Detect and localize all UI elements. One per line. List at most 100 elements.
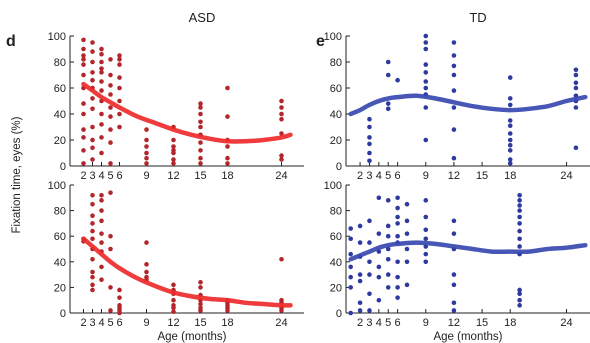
data-point <box>357 300 363 306</box>
x-axis-label-left: Age (months) <box>157 331 226 343</box>
data-point <box>573 67 579 73</box>
data-point <box>198 301 203 307</box>
data-point <box>99 79 104 84</box>
data-point <box>225 161 230 166</box>
data-point <box>90 221 95 226</box>
data-point <box>385 285 391 290</box>
data-point <box>573 105 579 110</box>
data-point <box>90 236 95 242</box>
x-tick-label: 6 <box>395 170 401 182</box>
data-point <box>198 140 203 145</box>
x-tick-label: 2 <box>80 317 86 329</box>
data-point <box>81 148 86 153</box>
data-point <box>367 141 372 147</box>
data-point <box>81 101 86 106</box>
data-point <box>108 246 113 252</box>
data-point <box>81 46 86 52</box>
x-tick-label: 24 <box>275 170 287 182</box>
data-point <box>99 231 104 236</box>
fit-curve <box>348 240 588 262</box>
y-tick-label: 40 <box>330 257 342 269</box>
y-tick-label: 0 <box>336 308 342 320</box>
data-point <box>451 218 457 224</box>
y-tick-label: 80 <box>330 206 342 218</box>
data-point <box>385 223 391 229</box>
data-point <box>423 214 429 220</box>
data-point <box>395 274 400 280</box>
data-point <box>198 285 203 290</box>
data-point <box>225 114 230 119</box>
data-point <box>99 208 104 213</box>
data-point <box>99 122 104 127</box>
data-point <box>357 278 363 284</box>
data-point <box>279 111 284 117</box>
data-point <box>99 135 104 140</box>
fit-curve <box>81 236 293 308</box>
data-point <box>171 297 176 303</box>
data-point <box>348 274 353 280</box>
data-point <box>99 277 104 283</box>
data-point <box>171 144 176 149</box>
data-point <box>367 291 372 297</box>
data-point <box>357 308 363 313</box>
data-point <box>198 155 203 161</box>
data-point <box>108 140 113 145</box>
x-tick-label: 5 <box>385 317 391 329</box>
data-point <box>376 297 382 303</box>
data-point <box>507 102 513 108</box>
y-tick-label: 60 <box>330 231 342 243</box>
y-tick-label: 80 <box>330 57 342 69</box>
x-tick-label: 24 <box>275 317 287 329</box>
data-point <box>198 161 203 166</box>
data-point <box>367 272 372 277</box>
data-point <box>108 233 113 239</box>
data-point <box>81 111 86 117</box>
asd-column-title: ASD <box>189 10 216 25</box>
data-point <box>367 116 372 122</box>
data-point <box>423 259 429 265</box>
data-point <box>99 111 104 117</box>
data-point <box>171 157 176 162</box>
data-point <box>423 62 429 67</box>
data-point <box>573 80 579 86</box>
data-point <box>108 105 113 110</box>
data-point <box>171 282 176 288</box>
x-tick-label: 24 <box>560 170 572 182</box>
data-point <box>225 144 230 149</box>
data-point <box>279 308 284 313</box>
data-point <box>108 72 113 78</box>
data-point <box>198 279 203 285</box>
data-point <box>144 155 149 161</box>
y-tick-label: 100 <box>324 180 342 192</box>
scatter-panel-1: 0 20 40 60 80 100 2 3 4 5 6 9 12 15 18 24 <box>48 31 304 182</box>
data-point <box>507 148 513 153</box>
data-point <box>376 231 382 236</box>
fit-curve <box>81 81 293 144</box>
x-tick-label: 15 <box>194 170 206 182</box>
data-point <box>451 40 457 45</box>
data-point <box>81 57 86 62</box>
data-point <box>348 264 353 270</box>
data-point <box>99 198 104 203</box>
y-tick-label: 100 <box>48 31 66 43</box>
data-point <box>99 264 104 270</box>
data-point <box>99 59 104 65</box>
data-point <box>117 57 122 62</box>
data-point <box>385 101 391 106</box>
data-point <box>395 77 400 83</box>
data-point <box>171 305 176 311</box>
data-point <box>90 59 95 65</box>
x-tick-label: 4 <box>98 317 104 329</box>
y-tick-label: 40 <box>54 257 66 269</box>
x-tick-label: 5 <box>385 170 391 182</box>
data-point <box>108 57 113 62</box>
data-point <box>357 240 363 245</box>
td-column-title: TD <box>469 10 486 25</box>
data-point <box>108 190 113 195</box>
data-point <box>144 240 149 245</box>
data-point <box>404 231 410 236</box>
x-tick-label: 2 <box>80 170 86 182</box>
y-tick-label: 20 <box>330 282 342 294</box>
data-point <box>90 274 95 280</box>
data-point <box>117 111 122 117</box>
